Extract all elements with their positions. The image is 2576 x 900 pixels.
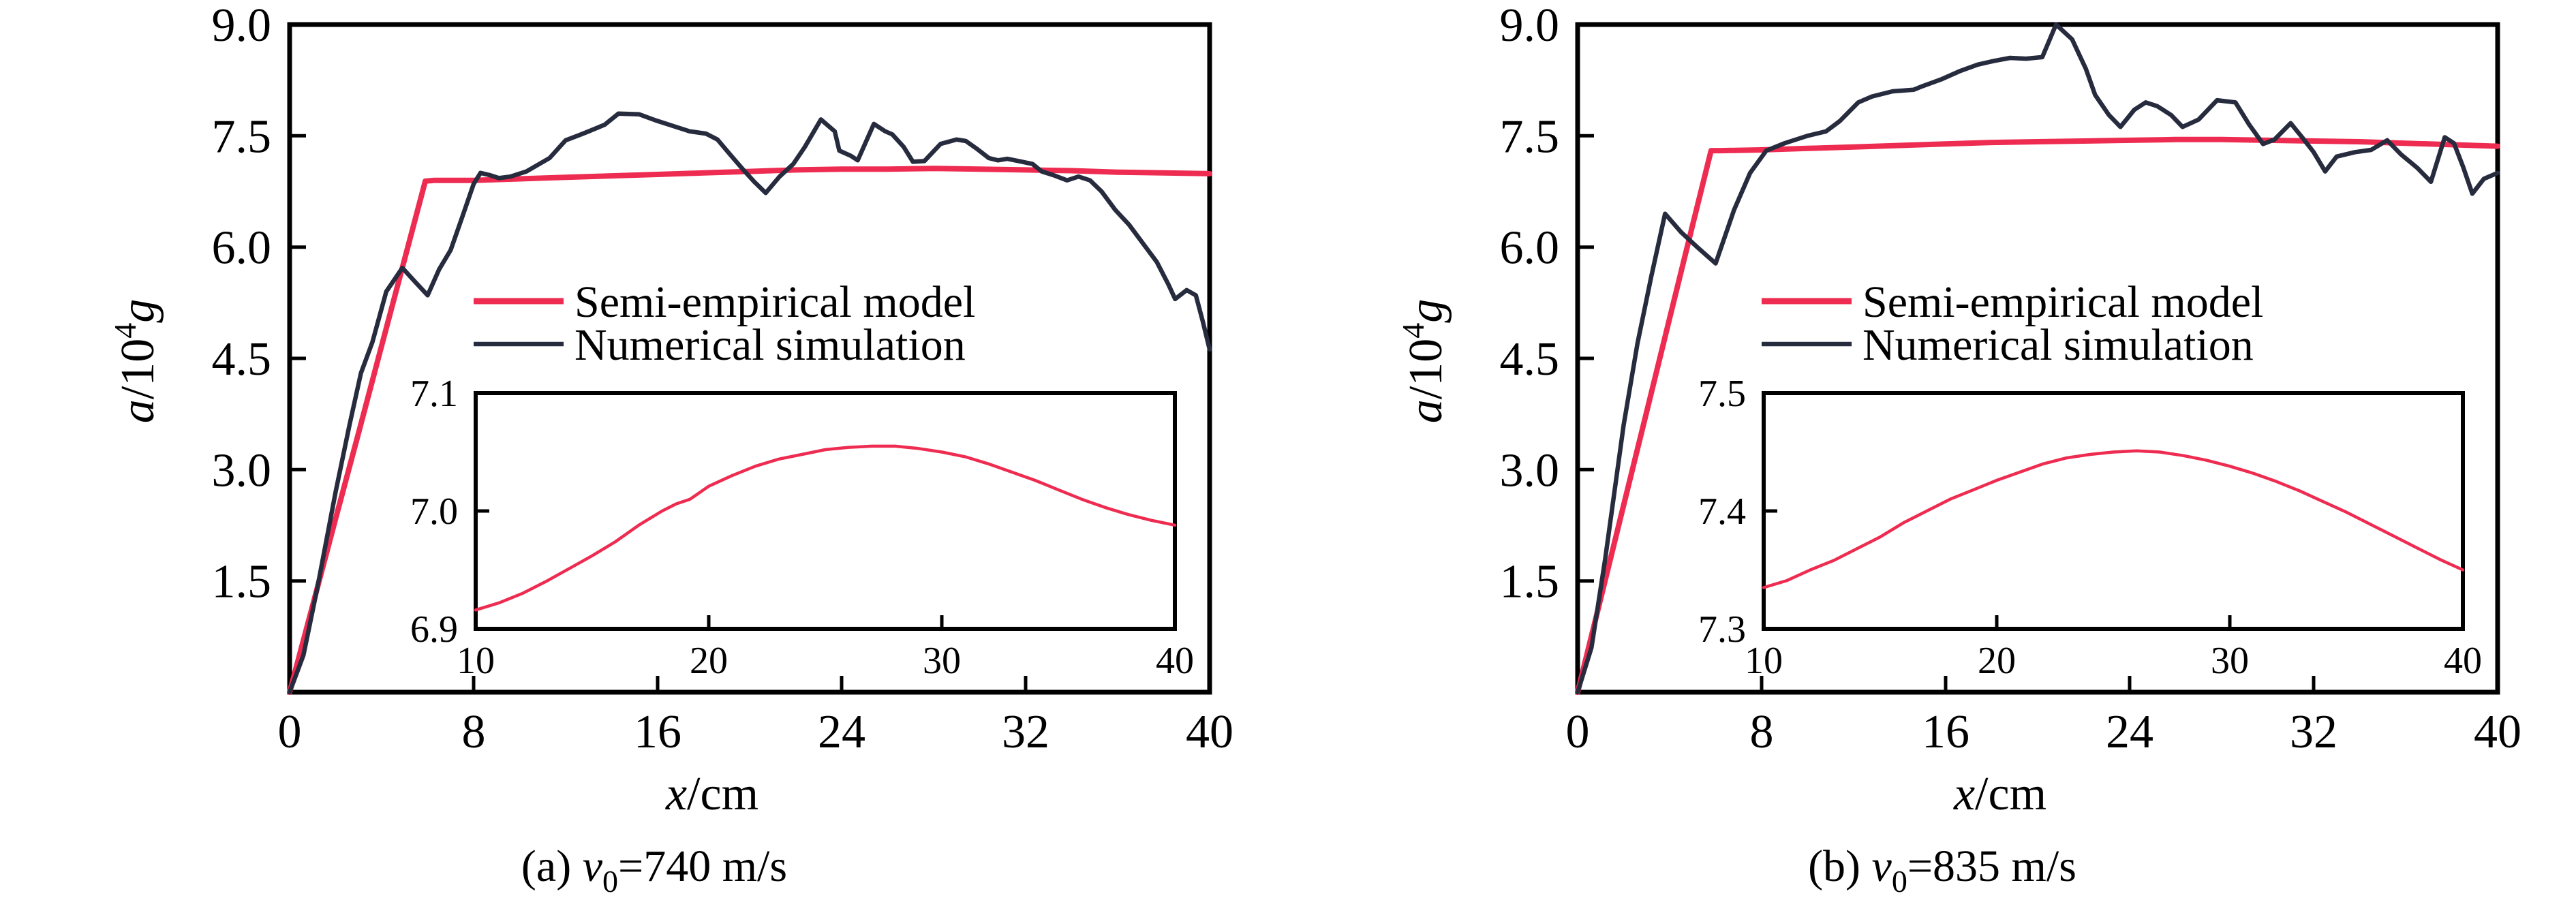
- inset-border: [474, 391, 1177, 631]
- legend-simulation-label: Numerical simulation: [574, 320, 966, 370]
- inset-x-tick-label: 20: [690, 640, 728, 682]
- y-tick-label: 3.0: [1500, 444, 1560, 497]
- legend-model-label: Semi-empirical model: [574, 277, 975, 327]
- y-tick-label: 7.5: [212, 110, 272, 163]
- caption: (a) v0=740 m/s: [521, 841, 787, 899]
- y-tick-label: 6.0: [1500, 222, 1560, 275]
- chart-panel-a: 1.5 3.0 4.5 6.0 7.5 9.0 0 8 16 24 32 40 Semi-empiri…: [108, 0, 1234, 899]
- y-tick-label: 6.0: [212, 222, 272, 275]
- model-curve: [287, 166, 1212, 695]
- x-tick-label: 0: [278, 706, 302, 758]
- simulation-curve: [1575, 22, 2500, 695]
- inset-model-curve: [474, 444, 1177, 612]
- x-tick-label: 40: [1186, 706, 1233, 758]
- x-tick-label: 8: [1750, 706, 1774, 758]
- series-layer: [287, 111, 1212, 695]
- inset-border: [1762, 391, 2465, 631]
- caption: (b) v0=835 m/s: [1808, 841, 2076, 899]
- x-tick-label: 8: [462, 706, 486, 758]
- legend: Semi-empirical model Numerical simulatio…: [474, 277, 975, 370]
- inset-y-tick-label: 7.4: [1698, 491, 1746, 533]
- y-tick-label: 9.0: [1500, 0, 1560, 52]
- simulation-curve: [287, 111, 1212, 695]
- inset-x-tick-label: 10: [1745, 640, 1783, 682]
- x-tick-label: 24: [818, 706, 865, 758]
- inset-x-tick-label: 40: [2444, 640, 2482, 682]
- inset-y-tick-label: 7.5: [1698, 373, 1746, 415]
- inset-series-layer: [474, 444, 1177, 612]
- legend-model-label: Semi-empirical model: [1862, 277, 2263, 327]
- y-tick-label: 7.5: [1500, 110, 1560, 163]
- ticks-layer: 1.5 3.0 4.5 6.0 7.5 9.0 0 8 16 24 32 40: [1500, 0, 2522, 758]
- x-tick-label: 40: [2474, 706, 2521, 758]
- plot-border: [287, 22, 1212, 695]
- x-tick-label: 32: [2290, 706, 2337, 758]
- y-tick-label: 4.5: [1500, 333, 1560, 386]
- y-tick-label: 3.0: [212, 444, 272, 497]
- x-axis-label: x/cm: [1953, 768, 2046, 820]
- y-tick-label: 1.5: [212, 556, 272, 608]
- series-layer: [1575, 22, 2500, 695]
- inset-y-tick-label: 6.9: [410, 608, 458, 651]
- inset-x-tick-label: 40: [1156, 640, 1194, 682]
- ticks-layer: 1.5 3.0 4.5 6.0 7.5 9.0 0 8 16 24 32 40: [212, 0, 1234, 758]
- plot-border: [1575, 22, 2500, 695]
- inset-chart: 7.3 7.4 7.5 10 20 30 40: [1698, 373, 2482, 682]
- legend-simulation-label: Numerical simulation: [1862, 320, 2254, 370]
- inset-x-tick-label: 30: [923, 640, 961, 682]
- x-axis-label: x/cm: [665, 768, 758, 820]
- y-tick-label: 4.5: [212, 333, 272, 386]
- inset-ticks-layer: 7.3 7.4 7.5 10 20 30 40: [1698, 373, 2482, 682]
- chart-panel-b: 1.5 3.0 4.5 6.0 7.5 9.0 0 8 16 24 32 40 Semi-empiri…: [1396, 0, 2522, 899]
- y-tick-label: 9.0: [212, 0, 272, 52]
- x-tick-label: 16: [634, 706, 681, 758]
- inset-model-curve: [1762, 449, 2465, 589]
- inset-x-tick-label: 10: [457, 640, 495, 682]
- legend: Semi-empirical model Numerical simulatio…: [1762, 277, 2263, 370]
- x-tick-label: 0: [1566, 706, 1590, 758]
- inset-y-tick-label: 7.0: [410, 491, 458, 533]
- x-tick-label: 16: [1922, 706, 1969, 758]
- inset-x-tick-label: 30: [2211, 640, 2249, 682]
- x-tick-label: 32: [1002, 706, 1049, 758]
- inset-ticks-layer: 6.9 7.0 7.1 10 20 30 40: [410, 373, 1194, 682]
- y-tick-label: 1.5: [1500, 556, 1560, 608]
- y-axis-label: a/104g: [108, 299, 164, 423]
- inset-x-tick-label: 20: [1978, 640, 2016, 682]
- x-tick-label: 24: [2106, 706, 2153, 758]
- inset-chart: 6.9 7.0 7.1 10 20 30 40: [410, 373, 1194, 682]
- inset-series-layer: [1762, 449, 2465, 589]
- inset-y-tick-label: 7.1: [410, 373, 458, 415]
- inset-y-tick-label: 7.3: [1698, 608, 1746, 651]
- model-curve: [1575, 136, 2500, 695]
- y-axis-label: a/104g: [1396, 299, 1452, 423]
